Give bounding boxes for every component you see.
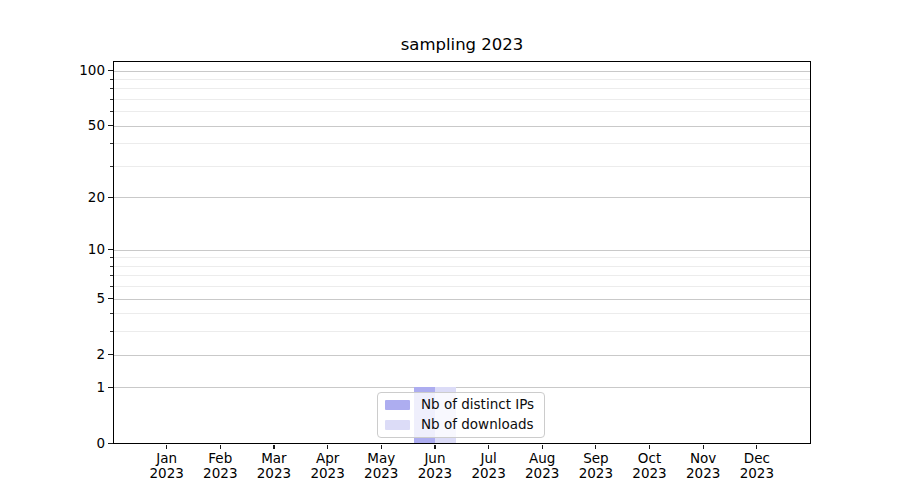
y-axis-minor-tick bbox=[110, 88, 113, 89]
x-tick-label: Sep 2023 bbox=[566, 451, 626, 482]
x-tick-label: May 2023 bbox=[351, 451, 411, 482]
y-axis-minor-tick bbox=[110, 143, 113, 144]
figure: sampling 2023 0 1 2 5 10 20 50 100 Jan 2023Feb 2… bbox=[0, 0, 900, 500]
y-axis-minor-tick bbox=[110, 99, 113, 100]
y-axis-tick bbox=[108, 70, 113, 71]
x-axis-tick bbox=[327, 445, 328, 450]
y-tick-label: 10 bbox=[50, 241, 105, 258]
legend-entry-distinct-ips: Nb of distinct IPs bbox=[385, 396, 536, 413]
x-tick-label: Oct 2023 bbox=[620, 451, 680, 482]
y-tick-label: 50 bbox=[50, 117, 105, 134]
plot-area bbox=[113, 61, 811, 444]
x-axis-tick bbox=[488, 445, 489, 450]
y-axis-minor-tick bbox=[110, 275, 113, 276]
y-axis-minor-tick bbox=[110, 286, 113, 287]
legend-swatch-distinct-ips-icon bbox=[385, 400, 410, 411]
y-axis-tick bbox=[108, 125, 113, 126]
y-axis-tick bbox=[108, 197, 113, 198]
x-axis-tick bbox=[649, 445, 650, 450]
x-axis-tick bbox=[220, 445, 221, 450]
y-axis-minor-tick bbox=[110, 79, 113, 80]
legend-entry-downloads: Nb of downloads bbox=[385, 416, 536, 433]
y-tick-label: 100 bbox=[50, 62, 105, 79]
legend: Nb of distinct IPs Nb of downloads bbox=[377, 392, 545, 439]
y-tick-label: 5 bbox=[50, 290, 105, 307]
legend-label-distinct-ips: Nb of distinct IPs bbox=[421, 396, 534, 413]
x-tick-label: Jan 2023 bbox=[137, 451, 197, 482]
x-axis-tick bbox=[703, 445, 704, 450]
y-axis-minor-tick bbox=[110, 313, 113, 314]
x-tick-label: Aug 2023 bbox=[512, 451, 572, 482]
x-axis-tick bbox=[381, 445, 382, 450]
x-axis-tick bbox=[273, 445, 274, 450]
x-tick-label: Nov 2023 bbox=[673, 451, 733, 482]
y-axis-tick bbox=[108, 354, 113, 355]
y-tick-label: 1 bbox=[50, 379, 105, 396]
y-axis-tick bbox=[108, 443, 113, 444]
legend-swatch-downloads-icon bbox=[385, 420, 410, 431]
x-tick-label: Feb 2023 bbox=[190, 451, 250, 482]
y-axis-minor-tick bbox=[110, 266, 113, 267]
x-tick-label: Mar 2023 bbox=[244, 451, 304, 482]
y-axis-minor-tick bbox=[110, 166, 113, 167]
x-axis-tick bbox=[434, 445, 435, 450]
x-tick-label: Apr 2023 bbox=[298, 451, 358, 482]
y-axis-tick bbox=[108, 298, 113, 299]
y-axis-tick bbox=[108, 249, 113, 250]
y-tick-label: 2 bbox=[50, 346, 105, 363]
y-tick-label: 0 bbox=[50, 435, 105, 452]
chart-title: sampling 2023 bbox=[113, 35, 811, 54]
x-axis-tick bbox=[542, 445, 543, 450]
y-axis-tick bbox=[108, 387, 113, 388]
x-tick-label: Jul 2023 bbox=[459, 451, 519, 482]
legend-label-downloads: Nb of downloads bbox=[421, 416, 534, 433]
y-tick-label: 20 bbox=[50, 189, 105, 206]
y-axis-minor-tick bbox=[110, 111, 113, 112]
x-tick-label: Jun 2023 bbox=[405, 451, 465, 482]
x-axis-tick bbox=[166, 445, 167, 450]
x-axis-tick bbox=[756, 445, 757, 450]
x-tick-label: Dec 2023 bbox=[727, 451, 787, 482]
y-axis-minor-tick bbox=[110, 331, 113, 332]
x-axis-tick bbox=[595, 445, 596, 450]
y-axis-minor-tick bbox=[110, 257, 113, 258]
